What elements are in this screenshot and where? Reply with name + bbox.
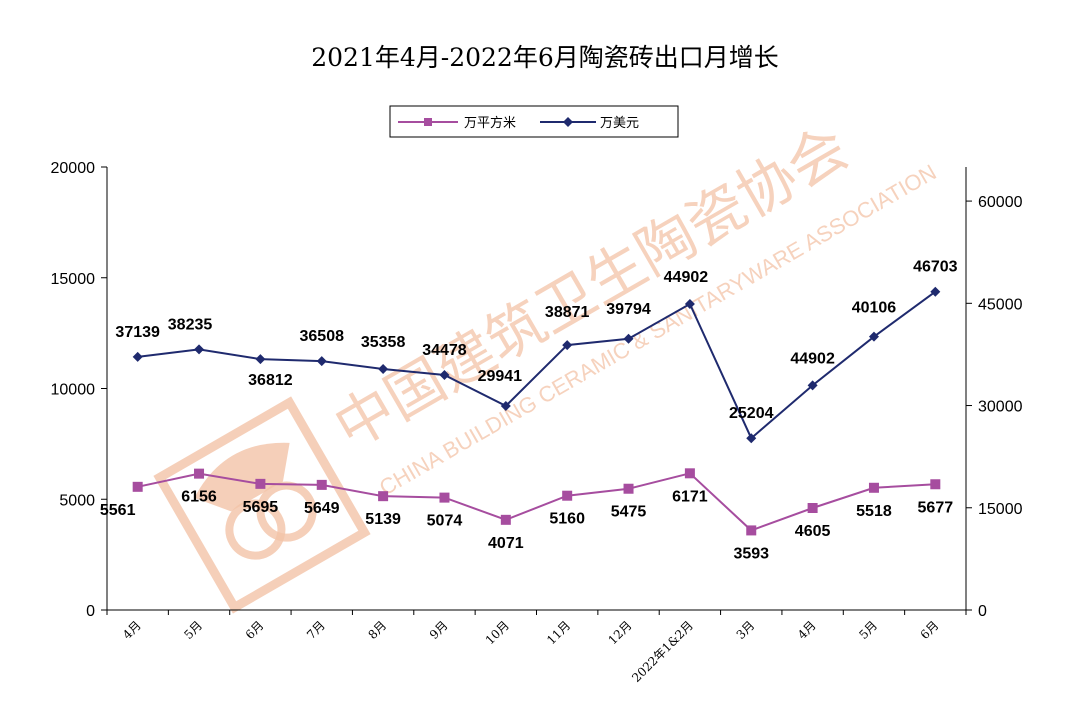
- series-usd-data-label: 39794: [606, 301, 651, 318]
- x-tick-label: 6月: [243, 618, 267, 642]
- series-area-point: [194, 468, 205, 479]
- y-right-tick-label: 15000: [978, 501, 1023, 518]
- series-usd-data-label: 29941: [478, 368, 523, 385]
- series-usd-data-label: 46703: [913, 259, 958, 276]
- series-usd-data-label: 36508: [300, 328, 345, 345]
- series-area-point: [255, 478, 266, 489]
- legend-marker-diamond: [563, 117, 573, 127]
- series-area-data-label: 4071: [488, 535, 524, 552]
- y-right-tick-label: 45000: [978, 296, 1023, 313]
- series-usd-point: [930, 286, 941, 297]
- series-area-point: [562, 490, 573, 501]
- x-tick-label: 3月: [734, 618, 758, 642]
- series-usd-data-label: 38871: [545, 304, 590, 321]
- series-usd-data-label: 40106: [852, 300, 897, 317]
- legend-label-usd: 万美元: [600, 116, 639, 131]
- legend-marker-square: [424, 118, 432, 126]
- series-usd-data-label: 36812: [248, 372, 293, 389]
- series-usd-point: [194, 344, 205, 355]
- series-usd-line: [137, 290, 936, 440]
- series-area-point: [746, 525, 757, 536]
- series-area-point: [930, 479, 941, 490]
- series-area-point: [132, 481, 143, 492]
- y-left-tick-label: 20000: [51, 160, 96, 177]
- x-tick-label: 6月: [918, 618, 942, 642]
- series-usd-data-label: 44902: [664, 269, 709, 286]
- chart-title: 2021年4月-2022年6月陶瓷砖出口月增长: [311, 43, 779, 72]
- series-area-data-label: 5518: [856, 503, 892, 520]
- series-usd-point: [562, 340, 573, 351]
- series-area-point: [868, 482, 879, 493]
- y-axis-right-ticks: 0 15000 30000 45000 60000: [966, 194, 1023, 620]
- y-right-tick-label: 0: [978, 603, 987, 620]
- series-area-point: [316, 479, 327, 490]
- x-tick-label: 12月: [605, 618, 634, 647]
- x-tick-label: 11月: [544, 618, 573, 647]
- x-tick-label: 8月: [365, 618, 389, 642]
- series-usd-point: [378, 364, 389, 375]
- series-usd-data-label: 25204: [729, 405, 774, 422]
- series-usd-data-label: 44902: [790, 350, 835, 367]
- series-usd-data-label: 38235: [168, 316, 213, 333]
- series-area-point: [807, 502, 818, 513]
- y-left-tick-label: 15000: [51, 271, 96, 288]
- x-tick-label: 4月: [120, 618, 144, 642]
- series-area-data-label: 5139: [365, 511, 401, 528]
- series-area-data-label: 5074: [427, 513, 463, 530]
- series-area-data-label: 6171: [672, 488, 708, 505]
- y-left-tick-label: 5000: [59, 492, 95, 509]
- series-usd-point: [684, 298, 695, 309]
- x-tick-label: 7月: [304, 618, 328, 642]
- x-tick-label: 5月: [856, 618, 880, 642]
- x-tick-label: 5月: [181, 618, 205, 642]
- watermark-chinese-text: 中国建筑卫生陶瓷协会: [323, 113, 859, 462]
- series-area-point: [623, 483, 634, 494]
- y-right-tick-label: 30000: [978, 399, 1023, 416]
- series-usd-point: [623, 333, 634, 344]
- series-usd-point: [746, 433, 757, 444]
- y-left-tick-label: 10000: [51, 382, 96, 399]
- series-usd: 37139 38235 36812 36508 35358 34478 29941 38871…: [115, 259, 958, 444]
- legend: 万平方米 万美元: [389, 105, 679, 138]
- series-usd-data-label: 37139: [115, 324, 160, 341]
- watermark-logo-icon: [153, 396, 371, 614]
- x-tick-label: 4月: [795, 618, 819, 642]
- series-area-line: [137, 472, 936, 532]
- series-area-data-label: 5561: [100, 502, 136, 519]
- series-usd-data-label: 35358: [361, 334, 406, 351]
- y-right-tick-label: 60000: [978, 194, 1023, 211]
- series-usd-point: [500, 400, 511, 411]
- series-area-data-label: 5160: [549, 511, 585, 528]
- x-tick-label: 2022年1&2月: [629, 618, 696, 685]
- series-area-data-label: 5649: [304, 500, 340, 517]
- series-area-point: [378, 491, 389, 502]
- series-area-data-label: 5475: [611, 504, 647, 521]
- series-area: 5561 6156 5695 5649 5139 5074 4071 5160 5475 6171…: [100, 468, 953, 562]
- series-area-data-label: 5677: [918, 499, 954, 516]
- series-area-point: [684, 468, 695, 479]
- series-usd-point: [316, 356, 327, 367]
- series-area-data-label: 5695: [243, 499, 279, 516]
- series-usd-point: [255, 354, 266, 365]
- x-tick-label: 10月: [483, 618, 512, 647]
- legend-label-area: 万平方米: [464, 115, 516, 131]
- series-area-data-label: 6156: [181, 489, 217, 506]
- y-left-tick-label: 0: [86, 603, 95, 620]
- series-area-point: [500, 514, 511, 525]
- series-usd-point: [439, 370, 450, 381]
- series-area-data-label: 3593: [733, 545, 769, 562]
- series-area-point: [439, 492, 450, 503]
- series-area-data-label: 4605: [795, 523, 831, 540]
- y-axis-left-ticks: 0 5000 10000 15000 20000: [51, 160, 107, 620]
- x-tick-label: 9月: [427, 618, 451, 642]
- series-usd-point: [132, 351, 143, 362]
- series-usd-point: [868, 331, 879, 342]
- series-usd-data-label: 34478: [422, 342, 467, 359]
- series-usd-point: [807, 380, 818, 391]
